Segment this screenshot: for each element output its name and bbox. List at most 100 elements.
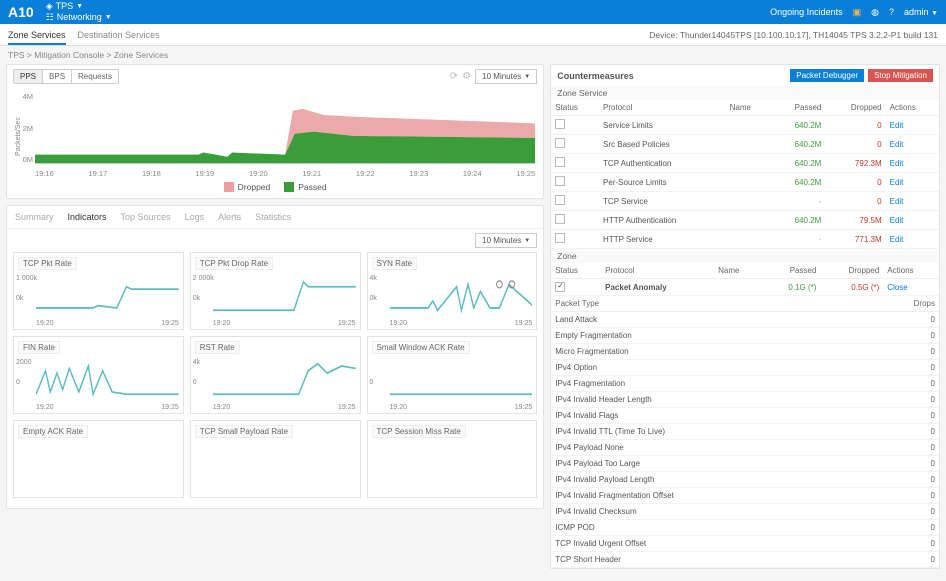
metric-pps[interactable]: PPS <box>14 70 43 83</box>
indicator-title: TCP Pkt Rate <box>18 257 77 270</box>
pkt-type: Land Attack <box>551 312 866 328</box>
refresh-icon[interactable]: ⟳ <box>450 71 458 82</box>
zone-service-section: Zone Service <box>551 86 939 100</box>
pkt-row-1: Empty Fragmentation0 <box>551 328 939 344</box>
pkt-row-14: TCP Invalid Urgent Offset0 <box>551 536 939 552</box>
pkt-drops: 0 <box>866 312 939 328</box>
pkt-row-4: IPv4 Fragmentation0 <box>551 376 939 392</box>
indicator-card-3: FIN Rate2000019:2019:25 <box>13 336 184 414</box>
cm-passed: 640.2M <box>771 211 825 230</box>
cm-checkbox[interactable] <box>555 176 565 186</box>
cm-edit-link[interactable]: Edit <box>890 159 904 168</box>
pkt-row-0: Land Attack0 <box>551 312 939 328</box>
cm-passed: 640.2M <box>771 116 825 135</box>
indicator-title: TCP Small Payload Rate <box>195 425 293 438</box>
pkt-row-9: IPv4 Payload Too Large0 <box>551 456 939 472</box>
pkt-type: TCP Short Header <box>551 552 866 568</box>
cm-checkbox[interactable] <box>555 214 565 224</box>
tab-top-sources[interactable]: Top Sources <box>121 212 171 222</box>
breadcrumb: TPS > Mitigation Console > Zone Services <box>0 46 946 64</box>
pkt-drops: 0 <box>866 488 939 504</box>
indicator-card-6: Empty ACK Rate <box>13 420 184 498</box>
ongoing-incidents-link[interactable]: Ongoing Incidents <box>770 7 843 17</box>
pkt-type: Micro Fragmentation <box>551 344 866 360</box>
cm-protocol: HTTP Authentication <box>599 211 726 230</box>
cm-edit-link[interactable]: Edit <box>890 197 904 206</box>
pkt-drops: 0 <box>866 536 939 552</box>
indicator-timerange-dropdown[interactable]: 10 Minutes▼ <box>475 233 537 248</box>
cm-checkbox[interactable] <box>555 138 565 148</box>
cm-passed: - <box>771 230 825 249</box>
alerts-icon[interactable]: ▣ <box>853 7 862 18</box>
pkt-drops: 0 <box>866 392 939 408</box>
zone-close-link[interactable]: Close <box>887 283 907 292</box>
subtab-0[interactable]: Zone Services <box>8 30 66 45</box>
metric-toggle[interactable]: PPSBPSRequests <box>13 69 119 84</box>
packet-debugger-button[interactable]: Packet Debugger <box>790 69 864 82</box>
tab-alerts[interactable]: Alerts <box>218 212 241 222</box>
pkt-type: IPv4 Invalid Header Length <box>551 392 866 408</box>
cm-checkbox[interactable] <box>555 119 565 129</box>
nav-networking[interactable]: ☷Networking▼ <box>46 12 112 23</box>
pkt-type: IPv4 Option <box>551 360 866 376</box>
cm-protocol: TCP Service <box>599 192 726 211</box>
user-menu[interactable]: admin ▼ <box>904 7 938 17</box>
pkt-type: IPv4 Invalid Payload Length <box>551 472 866 488</box>
pkt-row-5: IPv4 Invalid Header Length0 <box>551 392 939 408</box>
pkt-type: IPv4 Invalid Fragmentation Offset <box>551 488 866 504</box>
pkt-drops: 0 <box>866 552 939 568</box>
pkt-row-6: IPv4 Invalid Flags0 <box>551 408 939 424</box>
packet-type-table: Packet Type Drops Land Attack0Empty Frag… <box>551 296 939 568</box>
tab-statistics[interactable]: Statistics <box>255 212 291 222</box>
pkt-drops: 0 <box>866 520 939 536</box>
indicator-card-5: Small Window ACK Rate019:2019:25 <box>367 336 538 414</box>
subtab-1[interactable]: Destination Services <box>78 30 160 40</box>
pkt-drops: 0 <box>866 344 939 360</box>
pkt-drops: 0 <box>866 376 939 392</box>
metric-bps[interactable]: BPS <box>43 70 72 83</box>
tab-summary[interactable]: Summary <box>15 212 54 222</box>
cm-checkbox[interactable] <box>555 233 565 243</box>
indicator-card-7: TCP Small Payload Rate <box>190 420 361 498</box>
cm-edit-link[interactable]: Edit <box>890 216 904 225</box>
metric-requests[interactable]: Requests <box>72 70 118 83</box>
pkt-drops: 0 <box>866 360 939 376</box>
zone-protocol: Packet Anomaly <box>601 279 714 296</box>
drops-col: Drops <box>866 296 939 312</box>
tab-indicators[interactable]: Indicators <box>68 212 107 222</box>
zone-row-0: Packet Anomaly0.1G (*)0.5G (*)Close <box>551 279 939 296</box>
indicator-card-8: TCP Session Miss Rate <box>367 420 538 498</box>
settings-icon[interactable]: ⚙ <box>462 71 471 82</box>
cm-checkbox[interactable] <box>555 157 565 167</box>
cm-edit-link[interactable]: Edit <box>890 178 904 187</box>
cm-edit-link[interactable]: Edit <box>890 121 904 130</box>
cm-row-1: Src Based Policies640.2M0Edit <box>551 135 939 154</box>
cm-dropped: 792.3M <box>825 154 885 173</box>
cm-passed: 640.2M <box>771 135 825 154</box>
main-chart-svg <box>35 92 535 163</box>
tab-logs[interactable]: Logs <box>185 212 205 222</box>
nav-tps[interactable]: ◈TPS▼ <box>46 1 112 12</box>
pkt-type: IPv4 Invalid Checksum <box>551 504 866 520</box>
pkt-type: ICMP POD <box>551 520 866 536</box>
cm-passed: - <box>771 192 825 211</box>
pkt-drops: 0 <box>866 472 939 488</box>
stop-mitigation-button[interactable]: Stop Mitigation <box>868 69 933 82</box>
timerange-dropdown[interactable]: 10 Minutes▼ <box>475 69 537 84</box>
help-icon[interactable]: ? <box>889 7 894 17</box>
subheader: Zone ServicesDestination Services Device… <box>0 24 946 46</box>
indicator-card-4: RST Rate4k019:2019:25 <box>190 336 361 414</box>
cm-protocol: TCP Authentication <box>599 154 726 173</box>
cm-edit-link[interactable]: Edit <box>890 140 904 149</box>
pkt-row-8: IPv4 Payload None0 <box>551 440 939 456</box>
cm-row-4: TCP Service-0Edit <box>551 192 939 211</box>
countermeasures-panel: Countermeasures Packet Debugger Stop Mit… <box>550 64 940 569</box>
zone-checkbox[interactable] <box>555 282 565 292</box>
cm-edit-link[interactable]: Edit <box>890 235 904 244</box>
indicator-card-2: SYN Rate4k0k19:2019:25 <box>367 252 538 330</box>
globe-icon[interactable]: ◍ <box>871 7 879 18</box>
cm-dropped: 0 <box>825 135 885 154</box>
indicator-title: Small Window ACK Rate <box>372 341 470 354</box>
cm-checkbox[interactable] <box>555 195 565 205</box>
cm-dropped: 0 <box>825 173 885 192</box>
